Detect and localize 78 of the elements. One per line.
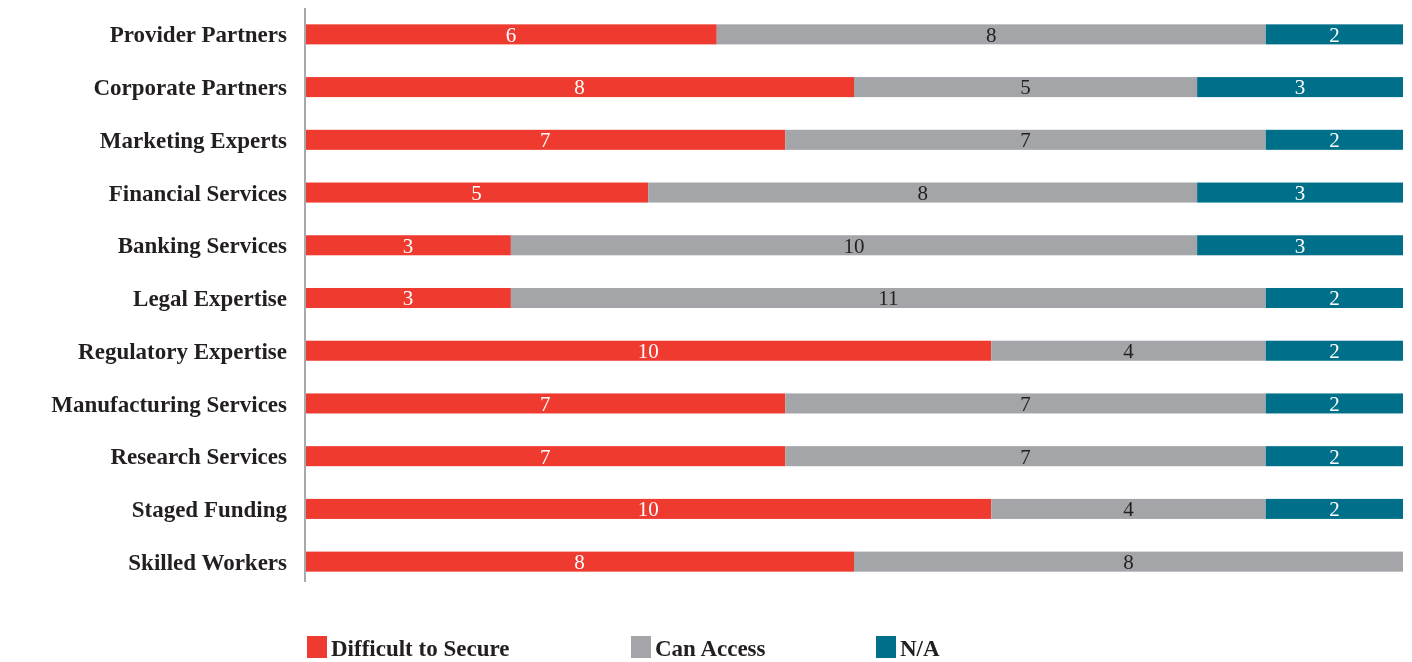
bar (305, 77, 854, 98)
bar (1265, 446, 1403, 467)
bar (1197, 77, 1403, 98)
y-tick-label: Banking Services (117, 233, 288, 259)
data-label: 2 (1329, 128, 1340, 153)
bar (305, 182, 649, 203)
bar (305, 498, 992, 519)
bar (305, 551, 854, 572)
legend-label: Can Access (655, 636, 766, 662)
bar (305, 340, 992, 361)
bar (305, 446, 786, 467)
bar (305, 129, 786, 150)
data-label: 7 (539, 128, 551, 153)
data-label: 3 (1294, 75, 1306, 100)
bar (1197, 235, 1403, 256)
data-label: 2 (1329, 444, 1340, 469)
bar (991, 498, 1266, 519)
y-tick-label: Legal Expertise (133, 286, 287, 312)
data-label: 5 (471, 180, 482, 205)
data-label: 7 (1020, 128, 1031, 153)
bar (1265, 129, 1403, 150)
data-label: 8 (917, 180, 928, 205)
y-tick-label: Regulatory Expertise (78, 338, 287, 364)
y-tick-label: Staged Funding (131, 496, 288, 522)
data-label: 7 (539, 444, 551, 469)
y-tick-label: Corporate Partners (93, 75, 288, 101)
y-tick-label: Skilled Workers (128, 549, 288, 575)
data-label: 4 (1123, 339, 1135, 364)
data-label: 2 (1329, 339, 1340, 364)
y-tick-label: Manufacturing Services (51, 391, 288, 417)
y-tick-label: Financial Services (108, 180, 288, 206)
data-label: 3 (1294, 233, 1306, 258)
bar (854, 77, 1198, 98)
data-label: 8 (574, 549, 585, 574)
bar (510, 287, 1266, 309)
bar (1265, 24, 1403, 45)
bar (305, 393, 786, 414)
data-label: 10 (637, 497, 659, 522)
data-label: 2 (1329, 497, 1340, 522)
bar (785, 393, 1266, 414)
data-label: 10 (843, 233, 865, 258)
bar (854, 551, 1403, 572)
bar (1265, 340, 1403, 361)
data-label: 2 (1329, 286, 1340, 311)
bar (648, 182, 1198, 203)
bar (305, 24, 717, 45)
y-tick-label: Marketing Experts (99, 127, 288, 153)
bar (305, 287, 511, 309)
bar (716, 24, 1266, 45)
data-label: 8 (986, 22, 997, 47)
bar (785, 446, 1266, 467)
data-label: 11 (878, 286, 899, 311)
bar (1265, 498, 1403, 519)
data-label: 2 (1329, 22, 1340, 47)
legend-label: Difficult to Secure (331, 636, 510, 662)
data-label: 8 (574, 75, 585, 100)
bar (1265, 287, 1403, 309)
legend-label: N/A (900, 636, 940, 662)
data-label: 10 (637, 339, 659, 364)
data-label: 3 (402, 233, 414, 258)
data-label: 7 (1020, 444, 1031, 469)
data-label: 7 (539, 391, 551, 416)
bar (1265, 393, 1403, 414)
data-label: 2 (1329, 391, 1340, 416)
bar (305, 235, 511, 256)
data-label: 3 (1294, 180, 1306, 205)
bar (510, 235, 1198, 256)
bar (1197, 182, 1403, 203)
data-label: 3 (402, 286, 414, 311)
bar (785, 129, 1266, 150)
data-label: 7 (1020, 391, 1031, 416)
data-label: 6 (505, 22, 517, 47)
data-label: 5 (1020, 75, 1031, 100)
y-tick-label: Research Services (110, 444, 288, 470)
data-label: 4 (1123, 497, 1135, 522)
y-tick-label: Provider Partners (109, 22, 288, 48)
bar (991, 340, 1266, 361)
data-label: 8 (1123, 549, 1134, 574)
